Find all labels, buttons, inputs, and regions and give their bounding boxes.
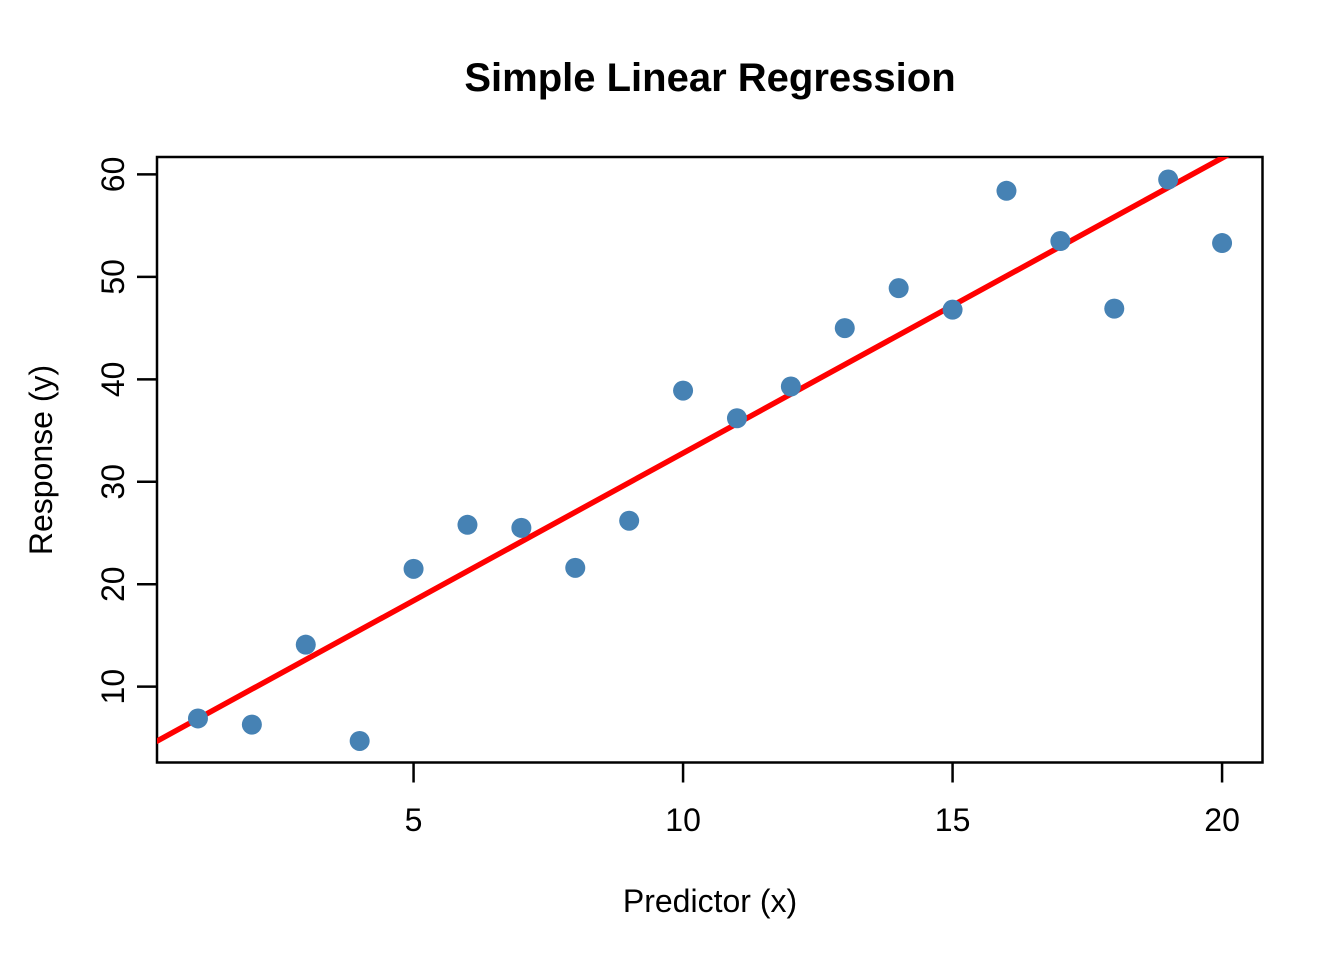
x-tick-label: 5 <box>405 802 423 838</box>
data-points-layer <box>187 169 1233 751</box>
x-tick-label: 20 <box>1204 802 1240 838</box>
y-tick-label: 40 <box>95 362 131 398</box>
data-point <box>726 408 747 429</box>
data-point <box>1104 298 1125 319</box>
data-point <box>834 318 855 339</box>
chart-title: Simple Linear Regression <box>464 56 955 100</box>
regression-line-layer <box>157 157 1230 744</box>
y-tick-label: 20 <box>95 566 131 602</box>
y-tick-label: 10 <box>95 669 131 705</box>
data-point <box>780 376 801 397</box>
data-point <box>187 708 208 729</box>
data-point <box>619 510 640 531</box>
y-tick-label: 50 <box>95 259 131 295</box>
y-tick-label: 30 <box>95 464 131 500</box>
data-point <box>295 634 316 655</box>
data-point <box>996 180 1017 201</box>
data-point <box>403 558 424 579</box>
data-point <box>241 714 262 735</box>
data-point <box>888 278 909 299</box>
x-axis: 5 10 15 20 <box>405 762 1240 838</box>
plot-box <box>155 155 1264 764</box>
y-axis: 10 20 30 40 50 60 <box>95 157 157 705</box>
data-point <box>457 514 478 535</box>
data-point <box>1050 231 1071 252</box>
data-point <box>1212 233 1233 254</box>
data-point <box>349 730 370 751</box>
y-axis-label: Response (y) <box>23 365 59 555</box>
data-point <box>942 299 963 320</box>
data-point <box>673 380 694 401</box>
data-point <box>511 517 532 538</box>
data-point <box>1158 169 1179 190</box>
x-tick-label: 10 <box>665 802 701 838</box>
regression-line <box>157 157 1230 744</box>
x-tick-label: 15 <box>935 802 971 838</box>
y-tick-label: 60 <box>95 157 131 193</box>
data-point <box>565 557 586 578</box>
x-axis-label: Predictor (x) <box>623 883 797 919</box>
